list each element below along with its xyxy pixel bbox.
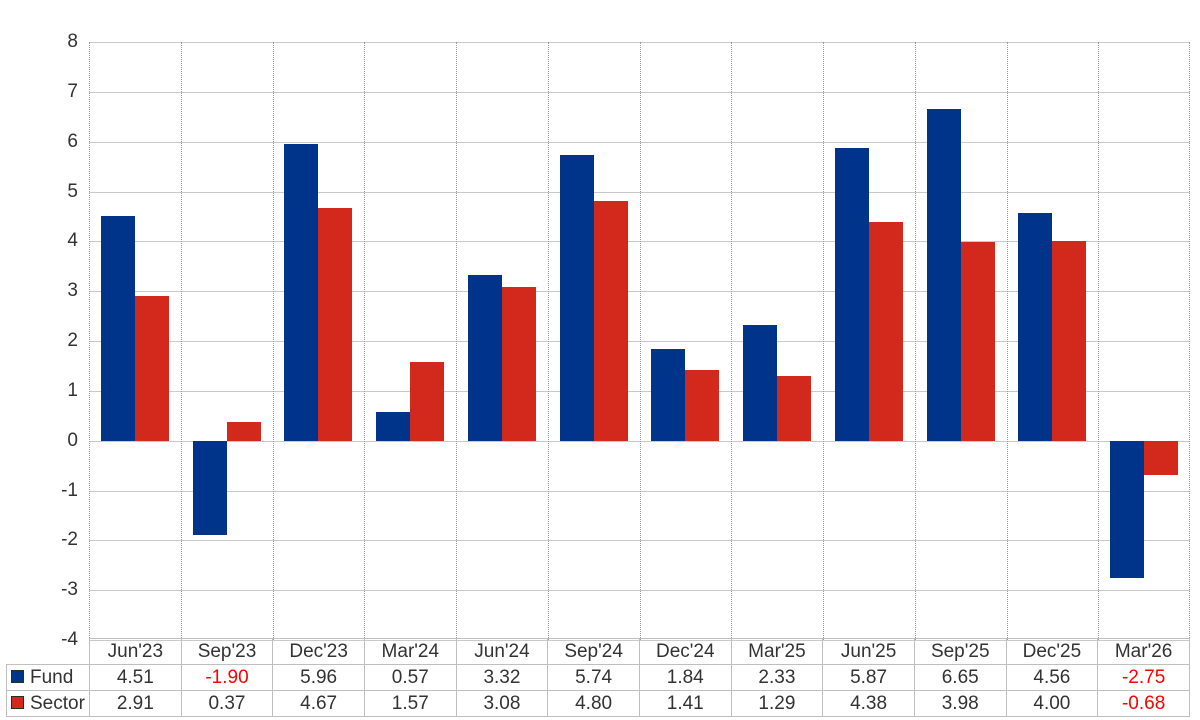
gridline-vertical — [180, 42, 182, 640]
y-axis-tick-label: 8 — [67, 31, 78, 52]
y-axis-tick-label: 2 — [67, 330, 78, 351]
value-cell: 4.56 — [1005, 664, 1099, 691]
value-cell: 1.57 — [363, 690, 457, 717]
y-axis-tick-label: 5 — [67, 180, 78, 202]
gridline-vertical — [1189, 42, 1190, 640]
y-axis-tick-label: 3 — [67, 280, 78, 302]
value-cell: 2.33 — [730, 664, 824, 691]
legend-cell: Fund — [6, 664, 90, 691]
value-cell: 4.38 — [822, 690, 915, 717]
category-header-cell: Dec'25 — [1005, 638, 1099, 665]
y-axis-tick-label: 1 — [67, 379, 78, 401]
plot-area — [89, 42, 1190, 641]
sector-bar — [410, 362, 445, 441]
y-axis-tick-label: 0 — [67, 429, 78, 451]
fund-bar — [1110, 440, 1145, 578]
gridline-vertical — [89, 42, 90, 640]
fund-bar — [743, 324, 778, 441]
gridline-vertical — [823, 42, 824, 640]
category-header-cell: Dec'23 — [272, 638, 365, 665]
sector-row: Sector 2.91 0.37 4.67 1.57 3.08 4.80 1.41 1.29 4.… — [6, 690, 1190, 717]
gridline-vertical — [272, 42, 274, 640]
y-axis-tick-label: -1 — [61, 479, 78, 501]
sector-bar — [1144, 440, 1179, 475]
sector-bar — [777, 376, 812, 441]
value-cell: 4.00 — [1005, 690, 1099, 717]
fund-legend-swatch-icon — [11, 670, 24, 684]
value-cell: 0.57 — [363, 664, 457, 691]
series-name-label: Sector — [30, 693, 85, 714]
category-header-cell: Mar'25 — [730, 638, 824, 665]
fund-bar — [926, 109, 961, 441]
fund-bar — [100, 215, 135, 441]
category-header-cell: Mar'26 — [1097, 638, 1190, 665]
fund-bar — [467, 275, 502, 441]
series-name-label: Fund — [30, 667, 74, 688]
value-cell: 4.80 — [547, 690, 640, 717]
value-cell: 4.67 — [272, 690, 365, 717]
value-cell: 2.91 — [89, 690, 182, 717]
sector-bar — [960, 242, 995, 441]
sector-bar — [868, 222, 903, 441]
sector-bar — [318, 207, 353, 441]
table-corner-cell — [7, 639, 90, 665]
value-cell: 1.41 — [638, 690, 732, 717]
value-cell: -1.90 — [180, 664, 274, 691]
sector-bar — [1052, 241, 1087, 441]
value-cell: 3.32 — [455, 664, 549, 691]
gridline-vertical — [364, 42, 366, 640]
y-axis-tick-label: 6 — [67, 130, 78, 152]
value-cell: 5.74 — [547, 664, 640, 691]
fund-bar — [651, 348, 686, 441]
gridline-vertical — [456, 42, 457, 640]
sector-legend-swatch-icon — [11, 696, 24, 710]
fund-bar — [376, 412, 411, 441]
category-header-cell: Sep'25 — [913, 638, 1007, 665]
value-cell: -2.75 — [1097, 664, 1190, 691]
y-axis-tick-label: -3 — [61, 579, 78, 601]
value-cell: 3.98 — [913, 690, 1007, 717]
gridline-vertical — [914, 42, 916, 640]
sector-bar — [134, 295, 169, 441]
value-cell: 6.65 — [913, 664, 1007, 691]
category-header-row: Jun'23 Sep'23 Dec'23 Mar'24 Jun'24 Sep'24 Dec'… — [7, 638, 1190, 665]
sector-bar — [501, 287, 536, 441]
value-cell: -0.68 — [1097, 690, 1190, 717]
value-cell: 3.08 — [455, 690, 549, 717]
category-header-cell: Jun'23 — [89, 638, 182, 665]
sector-bar — [226, 422, 261, 441]
fund-bar — [192, 440, 227, 536]
category-header-cell: Sep'23 — [180, 638, 274, 665]
fund-bar — [1018, 213, 1053, 441]
fund-bar — [559, 154, 594, 441]
y-axis-tick-label: 4 — [67, 230, 78, 252]
value-cell: 0.37 — [180, 690, 274, 717]
value-cell: 4.51 — [89, 664, 182, 691]
gridline-vertical — [1006, 42, 1008, 640]
y-axis-tick-label: 7 — [67, 80, 78, 102]
value-cell: 1.29 — [730, 690, 824, 717]
y-axis-tick-label: -2 — [61, 529, 78, 551]
y-axis-tick-label: -4 — [61, 629, 78, 650]
legend-cell: Sector — [6, 690, 90, 717]
gridline-vertical — [1098, 42, 1100, 640]
value-cell: 1.84 — [638, 664, 732, 691]
category-header-cell: Jun'24 — [455, 638, 549, 665]
category-header-cell: Sep'24 — [547, 638, 640, 665]
category-header-cell: Mar'24 — [363, 638, 457, 665]
sector-bar — [593, 201, 628, 441]
fund-bar — [834, 148, 869, 441]
fund-row: Fund 4.51 -1.90 5.96 0.57 3.32 5.74 1.84 2.33 5.8… — [6, 664, 1190, 691]
gridline-vertical — [547, 42, 549, 640]
value-cell: 5.96 — [272, 664, 365, 691]
sector-bar — [685, 370, 720, 441]
data-table: Jun'23 Sep'23 Dec'23 Mar'24 Jun'24 Sep'24 Dec'… — [6, 638, 1190, 717]
value-cell: 5.87 — [822, 664, 915, 691]
gridline-vertical — [639, 42, 641, 640]
fund-bar — [284, 143, 319, 441]
category-header-cell: Dec'24 — [638, 638, 732, 665]
category-header-cell: Jun'25 — [822, 638, 915, 665]
gridline-vertical — [731, 42, 733, 640]
